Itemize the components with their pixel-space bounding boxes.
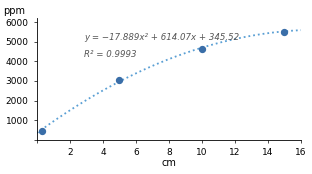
- Point: [199, 47, 204, 50]
- Text: ppm: ppm: [3, 6, 25, 16]
- Point: [282, 30, 287, 33]
- Text: R² = 0.9993: R² = 0.9993: [85, 50, 137, 59]
- X-axis label: cm: cm: [161, 159, 176, 168]
- Text: y = −17.889x² + 614.07x + 345.52: y = −17.889x² + 614.07x + 345.52: [85, 33, 240, 42]
- Point: [117, 79, 122, 82]
- Point: [39, 130, 44, 133]
